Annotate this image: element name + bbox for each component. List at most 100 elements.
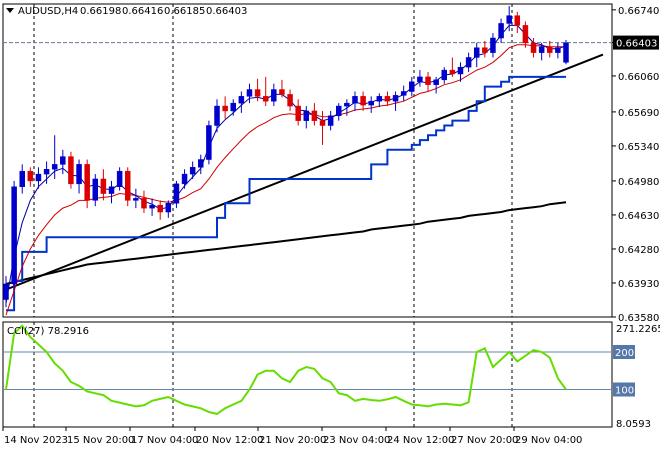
chart-symbol: AUDUSD,H4 [18, 6, 78, 17]
candle-body [43, 168, 50, 175]
candle-body [482, 47, 488, 53]
candle-body [457, 66, 464, 75]
y-tick-label: 0.66060 [618, 72, 659, 83]
candle-body [465, 57, 472, 68]
candle-body [51, 164, 58, 170]
x-tick-label: 20 Nov 12:00 [196, 435, 263, 446]
candle-body [400, 91, 407, 96]
candle-body [392, 95, 399, 102]
ohlc-high: 0.66416 [122, 6, 163, 17]
candle-body [547, 46, 553, 53]
vertical-markers [33, 4, 513, 427]
cci-series-layer [3, 324, 612, 415]
candle-body [214, 105, 220, 126]
candle-body [92, 178, 99, 201]
candle-body [165, 203, 172, 213]
candle-body [108, 186, 115, 194]
symbol-dropdown-icon[interactable] [6, 8, 14, 13]
candle-body [124, 170, 131, 201]
y-tick-label: 0.64280 [618, 245, 659, 256]
cci-panel-frame [2, 321, 613, 428]
candle-body [84, 164, 90, 201]
candle-body [368, 100, 374, 106]
candle-body [157, 204, 163, 213]
y-tick-label: 0.64980 [618, 177, 659, 188]
y-tick-label: 0.66740 [618, 6, 659, 17]
candle-body [271, 89, 277, 102]
candle-body [555, 47, 561, 53]
current-price-label: 0.66403 [616, 39, 657, 50]
candle-body [376, 96, 383, 102]
candle-body [230, 102, 236, 112]
candle-body [246, 89, 253, 97]
stepped-stop-line [6, 75, 566, 312]
candle-body [514, 15, 521, 26]
ohlc-close: 0.66403 [206, 6, 247, 17]
candle-body [506, 15, 512, 24]
candle-body [3, 283, 9, 300]
candle-body [295, 105, 301, 121]
candle-body [27, 170, 34, 182]
cci-tick-label: 8.0593 [616, 419, 651, 430]
x-tick-label: 15 Nov 20:00 [67, 435, 134, 446]
candle-body [425, 76, 431, 85]
candle-body [254, 89, 261, 97]
candle-body [538, 46, 545, 53]
candle-body [60, 156, 66, 165]
candle-body [352, 96, 358, 104]
candle-body [409, 81, 415, 92]
candle-body [222, 105, 228, 112]
candle-body [141, 198, 147, 209]
candle-body [327, 115, 334, 126]
y-tick-label: 0.63580 [618, 313, 659, 324]
current-price-badge [613, 35, 659, 50]
candle-body [498, 23, 504, 39]
cci-level-badge [613, 345, 635, 359]
x-tick-label: 23 Nov 04:00 [323, 435, 390, 446]
candle-body [206, 125, 212, 160]
x-tick-label: 21 Nov 20:00 [259, 435, 326, 446]
candle-body [344, 102, 350, 107]
candle-body [311, 110, 318, 121]
y-axis: 0.66740 0.66403 0.66060 0.65690 0.65340 0.649… [612, 6, 660, 430]
candle-body [490, 37, 496, 53]
candle-body [76, 164, 82, 185]
candle-body [19, 170, 25, 187]
trendline [2, 53, 604, 292]
candle-body [360, 96, 366, 106]
candle-body [11, 186, 17, 285]
cci-line [5, 324, 567, 415]
candle-body [522, 25, 529, 44]
candle-body [319, 120, 326, 126]
candle-body [287, 94, 293, 107]
candle-body [303, 110, 310, 121]
candle-body [530, 42, 537, 53]
cci-label: CCI(27) 78.2916 [7, 326, 89, 337]
fast-average-line [5, 24, 567, 304]
candle-body [279, 89, 285, 95]
cci-level-label: 200 [615, 348, 634, 359]
slow-average-line [5, 44, 566, 316]
candle-body [149, 204, 155, 209]
y-tick-label: 0.64630 [618, 211, 659, 222]
x-tick-label: 29 Nov 04:00 [515, 435, 582, 446]
ohlc-open: 0.66198 [80, 6, 121, 17]
x-tick-label: 14 Nov 2023 [4, 435, 68, 446]
cci-level-label: 100 [615, 386, 634, 397]
candle-body [336, 105, 342, 117]
candle-body [262, 96, 269, 102]
candle-body [441, 69, 448, 81]
candle-body [384, 96, 391, 102]
price-panel-frame [2, 3, 613, 318]
candle-body [563, 42, 569, 63]
candle-body [181, 173, 188, 185]
price-series-layer [2, 5, 612, 316]
long-average-line [5, 201, 567, 285]
candle-body [116, 170, 123, 187]
ohlc-low: 0.66185 [164, 6, 205, 17]
y-tick-label: 0.63930 [618, 279, 659, 290]
x-tick-label: 17 Nov 04:00 [131, 435, 198, 446]
candle-body [238, 96, 245, 104]
